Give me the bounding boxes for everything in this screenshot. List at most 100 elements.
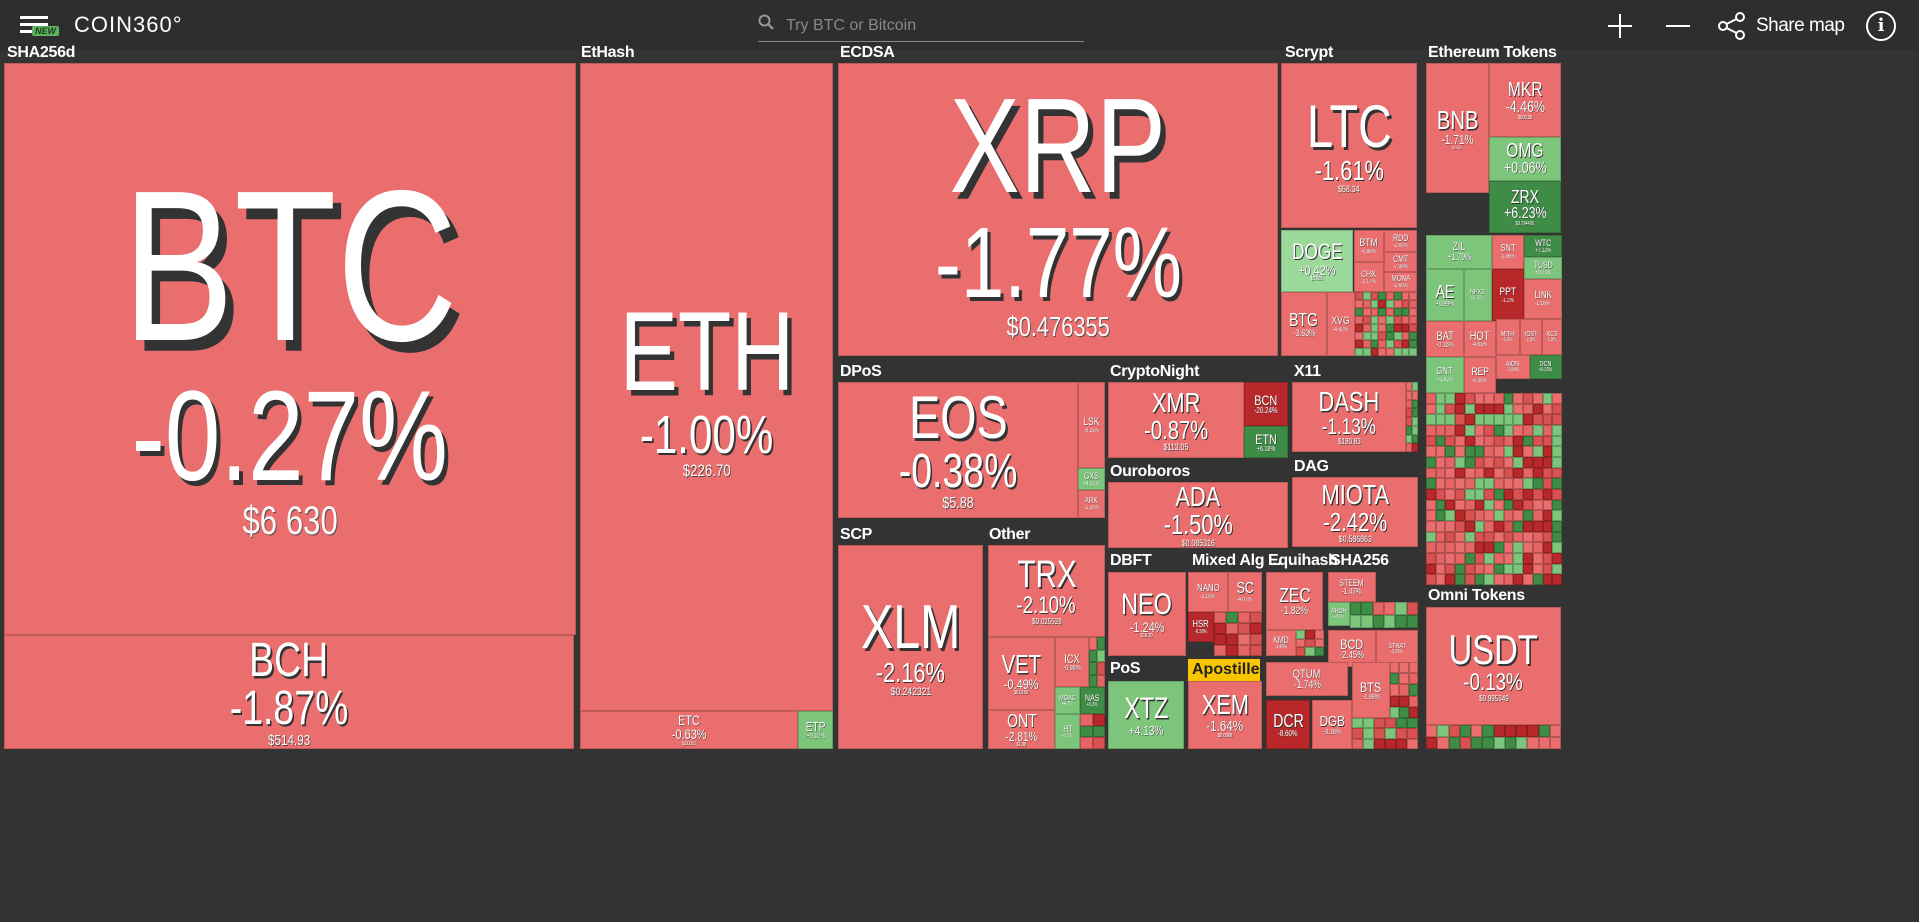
small-coin-tile[interactable] — [1097, 637, 1105, 650]
small-coin-tile[interactable] — [1455, 499, 1465, 511]
small-coin-tile[interactable] — [1374, 738, 1385, 749]
group-label-x11[interactable]: X11 — [1294, 363, 1321, 380]
coin-tile-hot[interactable]: HOT -4.61% — [1464, 321, 1496, 357]
small-coin-tile[interactable] — [1523, 414, 1533, 425]
small-coin-tile[interactable] — [1445, 510, 1456, 521]
small-coin-tile[interactable] — [1459, 737, 1471, 749]
small-coin-tile[interactable] — [1355, 316, 1363, 324]
small-coin-tile[interactable] — [1503, 499, 1514, 511]
small-coin-tile[interactable] — [1532, 393, 1543, 404]
small-coin-tile[interactable] — [1378, 316, 1386, 324]
small-coin-tile[interactable] — [1370, 292, 1379, 300]
small-coin-tile[interactable] — [1350, 615, 1362, 628]
small-coin-tile[interactable] — [1426, 542, 1436, 553]
small-coin-tile[interactable] — [1406, 443, 1412, 452]
coin-tile-btg[interactable]: BTG -3.63% — [1281, 292, 1327, 356]
small-coin-tile[interactable] — [1250, 623, 1262, 634]
small-coin-tile[interactable] — [1406, 602, 1418, 615]
small-coin-tile[interactable] — [1355, 324, 1363, 332]
small-coin-tile[interactable] — [1552, 531, 1562, 543]
small-coin-tile[interactable] — [1493, 737, 1505, 749]
mixed-alg-small-coins[interactable] — [1214, 612, 1262, 656]
small-coin-tile[interactable] — [1455, 553, 1465, 564]
small-coin-tile[interactable] — [1513, 489, 1524, 500]
small-coin-tile[interactable] — [1412, 399, 1418, 409]
small-coin-tile[interactable] — [1542, 414, 1553, 425]
small-coin-tile[interactable] — [1474, 457, 1485, 468]
coin-tile-zec[interactable]: ZEC -1.82% — [1266, 572, 1323, 630]
small-coin-tile[interactable] — [1395, 602, 1407, 615]
small-coin-tile[interactable] — [1386, 340, 1394, 348]
small-coin-tile[interactable] — [1532, 446, 1543, 457]
small-coin-tile[interactable] — [1542, 542, 1553, 553]
small-coin-tile[interactable] — [1532, 542, 1543, 553]
small-coin-tile[interactable] — [1523, 553, 1533, 564]
small-coin-tile[interactable] — [1396, 728, 1407, 739]
small-coin-tile[interactable] — [1305, 630, 1315, 639]
coin-tile-npxs[interactable]: NPXS +0.16% — [1464, 269, 1492, 321]
small-coin-tile[interactable] — [1494, 457, 1504, 468]
small-coin-tile[interactable] — [1523, 435, 1533, 447]
small-coin-tile[interactable] — [1386, 332, 1394, 340]
small-coin-tile[interactable] — [1370, 332, 1379, 340]
small-coin-tile[interactable] — [1426, 574, 1436, 585]
small-coin-tile[interactable] — [1352, 718, 1363, 729]
small-coin-tile[interactable] — [1401, 348, 1410, 356]
small-coin-tile[interactable] — [1080, 725, 1093, 738]
small-coin-tile[interactable] — [1395, 615, 1407, 628]
other-small-coins[interactable] — [1080, 714, 1105, 749]
small-coin-tile[interactable] — [1226, 634, 1238, 645]
small-coin-tile[interactable] — [1459, 725, 1471, 737]
small-coin-tile[interactable] — [1378, 300, 1386, 308]
small-coin-tile[interactable] — [1401, 300, 1410, 308]
coin-tile-zil[interactable]: ZIL +1.79% — [1426, 235, 1492, 269]
small-coin-tile[interactable] — [1435, 489, 1446, 500]
small-coin-tile[interactable] — [1474, 425, 1485, 436]
small-coin-tile[interactable] — [1426, 467, 1436, 479]
small-coin-tile[interactable] — [1532, 478, 1543, 489]
coin-tile-ark[interactable]: ARK -1.30% — [1078, 490, 1105, 518]
small-coin-tile[interactable] — [1474, 435, 1485, 447]
small-coin-tile[interactable] — [1516, 737, 1528, 749]
small-coin-tile[interactable] — [1523, 425, 1533, 436]
small-coin-tile[interactable] — [1378, 340, 1386, 348]
small-coin-tile[interactable] — [1474, 510, 1485, 521]
small-coin-tile[interactable] — [1455, 467, 1465, 479]
small-coin-tile[interactable] — [1089, 637, 1097, 650]
small-coin-tile[interactable] — [1464, 435, 1475, 447]
zoom-in-icon[interactable] — [1606, 10, 1634, 42]
small-coin-tile[interactable] — [1406, 390, 1412, 400]
small-coin-tile[interactable] — [1426, 414, 1436, 425]
small-coin-tile[interactable] — [1542, 499, 1553, 511]
small-coin-tile[interactable] — [1552, 574, 1562, 585]
small-coin-tile[interactable] — [1363, 738, 1374, 749]
small-coin-tile[interactable] — [1426, 478, 1436, 489]
small-coin-tile[interactable] — [1374, 718, 1385, 729]
small-coin-tile[interactable] — [1226, 612, 1238, 623]
coin-tile-tusd[interactable]: TUSD +0.03% — [1524, 257, 1562, 279]
small-coin-tile[interactable] — [1393, 308, 1402, 316]
small-coin-tile[interactable] — [1385, 728, 1396, 739]
coin-tile-ltc[interactable]: LTC -1.61% $58.34 — [1281, 63, 1417, 228]
group-label-ethereum-tokens[interactable]: Ethereum Tokens — [1428, 44, 1557, 61]
small-coin-tile[interactable] — [1412, 382, 1418, 391]
small-coin-tile[interactable] — [1513, 542, 1524, 553]
coin-tile-eos[interactable]: EOS -0.38% $5.88 — [838, 382, 1078, 518]
small-coin-tile[interactable] — [1214, 645, 1226, 656]
coin-tile-steem[interactable]: STEEM -1.47% — [1328, 572, 1376, 602]
small-coin-tile[interactable] — [1484, 425, 1494, 436]
small-coin-tile[interactable] — [1527, 737, 1539, 749]
coin-tile-btc[interactable]: BTC -0.27% $6 630 — [4, 63, 576, 635]
small-coin-tile[interactable] — [1523, 393, 1533, 404]
small-coin-tile[interactable] — [1532, 499, 1543, 511]
small-coin-tile[interactable] — [1464, 425, 1475, 436]
coin-tile-xvg[interactable]: XVG -4.62% — [1327, 292, 1355, 356]
coin-tile-ht[interactable]: HT +2.1% — [1055, 714, 1080, 749]
small-coin-tile[interactable] — [1445, 414, 1456, 425]
small-coin-tile[interactable] — [1445, 574, 1456, 585]
coin-tile-ppt[interactable]: PPT -1.2% — [1492, 269, 1524, 321]
small-coin-tile[interactable] — [1426, 403, 1436, 415]
small-coin-tile[interactable] — [1455, 393, 1465, 404]
group-label-equihash[interactable]: Equihash — [1268, 552, 1338, 569]
small-coin-tile[interactable] — [1455, 531, 1465, 543]
